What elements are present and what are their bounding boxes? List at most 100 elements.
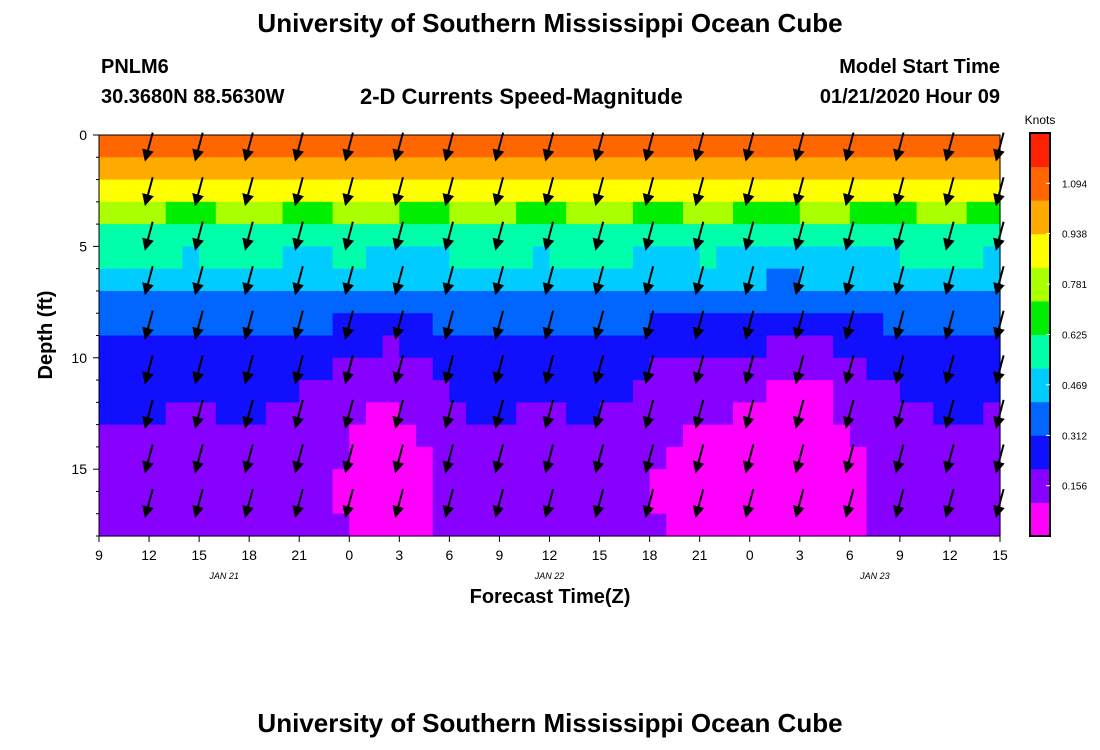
heatmap-cell (582, 380, 601, 403)
heatmap-cell (966, 513, 984, 537)
heatmap-cell (165, 179, 184, 203)
heatmap-cell (149, 513, 167, 537)
heatmap-cell (766, 157, 784, 181)
heatmap-cell (933, 157, 951, 181)
heatmap-cell (666, 201, 684, 225)
heatmap-cell (165, 201, 184, 225)
current-vector (893, 355, 905, 385)
heatmap-cell (816, 380, 834, 403)
heatmap-cell (816, 290, 834, 314)
current-vector (392, 355, 405, 385)
heatmap-cell (99, 513, 117, 537)
heatmap-cell (816, 157, 834, 181)
heatmap-cell (482, 513, 501, 537)
current-vector (192, 176, 204, 207)
current-vector (442, 488, 455, 519)
heatmap-cell (365, 424, 384, 448)
current-vector (742, 310, 755, 340)
heatmap-cell (532, 424, 551, 448)
heatmap-cell (115, 402, 133, 426)
current-vector (792, 444, 805, 474)
heatmap-cell (916, 357, 934, 381)
heatmap-cell (449, 201, 467, 225)
heatmap-cell (616, 290, 634, 314)
heatmap-cell (182, 424, 200, 448)
heatmap-cell (132, 290, 150, 314)
heatmap-cell (215, 179, 234, 203)
heatmap-cell (783, 246, 801, 270)
current-vector (342, 132, 355, 162)
heatmap-cell (749, 157, 768, 181)
heatmap-cell (182, 513, 200, 537)
heatmap-cell (466, 424, 484, 448)
current-vector (142, 488, 154, 519)
current-vector (492, 221, 505, 251)
heatmap-cell (616, 469, 634, 493)
heatmap-cell (365, 402, 384, 426)
heatmap-cell (215, 424, 234, 448)
heatmap-cell (532, 201, 551, 225)
heatmap-cell (716, 402, 734, 426)
current-vector (943, 310, 955, 340)
heatmap-cell (365, 157, 384, 181)
current-vector (542, 355, 555, 385)
heatmap-cell (199, 335, 217, 359)
current-vector (792, 221, 805, 251)
current-vector (392, 221, 405, 251)
heatmap-cell (933, 469, 951, 493)
heatmap-cell (566, 513, 584, 537)
heatmap-cell (466, 157, 484, 181)
heatmap-cell (516, 446, 534, 470)
heatmap-cell (349, 201, 367, 225)
colorbar-tick-label: 0.312 (1062, 431, 1087, 442)
heatmap-cell (115, 246, 133, 270)
heatmap-cell (332, 201, 350, 225)
heatmap-cell (382, 469, 400, 493)
heatmap-cell (332, 290, 350, 314)
heatmap-cell (866, 357, 884, 381)
heatmap-cell (799, 424, 818, 448)
heatmap-cell (599, 380, 617, 403)
current-vector (492, 132, 505, 162)
x-tick-label: 6 (445, 547, 453, 563)
current-vector (792, 176, 805, 207)
current-vector (542, 266, 555, 296)
heatmap-cell (783, 201, 801, 225)
current-vector (943, 176, 955, 207)
heatmap-cell (733, 246, 751, 270)
heatmap-cell (165, 513, 184, 537)
heatmap-cell (516, 424, 534, 448)
heatmap-cell (115, 357, 133, 381)
heatmap-cell (332, 424, 350, 448)
heatmap-cell (899, 201, 918, 225)
current-vector (592, 444, 605, 474)
heatmap-cell (816, 179, 834, 203)
heatmap-cell (132, 424, 150, 448)
heatmap-cell (866, 424, 884, 448)
heatmap-cell (833, 157, 851, 181)
heatmap-cell (549, 157, 567, 181)
current-vector (492, 310, 505, 340)
heatmap-cell (115, 201, 133, 225)
heatmap-cell (499, 424, 517, 448)
heatmap-cell (632, 380, 651, 403)
heatmap-cell (916, 179, 934, 203)
current-vector (542, 176, 555, 207)
heatmap-cell (766, 201, 784, 225)
heatmap-cell (132, 335, 150, 359)
heatmap-cell (649, 424, 667, 448)
current-vector (742, 444, 755, 474)
heatmap-cell (265, 246, 284, 270)
heatmap-cell (983, 290, 1001, 314)
heatmap-cell (983, 513, 1001, 537)
heatmap-cell (666, 224, 684, 247)
heatmap-cell (432, 380, 450, 403)
heatmap-cell (482, 335, 501, 359)
heatmap-cell (949, 380, 968, 403)
heatmap-cell (315, 335, 334, 359)
heatmap-cell (516, 402, 534, 426)
heatmap-cell (115, 491, 133, 515)
heatmap-cell (432, 246, 450, 270)
heatmap-cell (416, 201, 434, 225)
